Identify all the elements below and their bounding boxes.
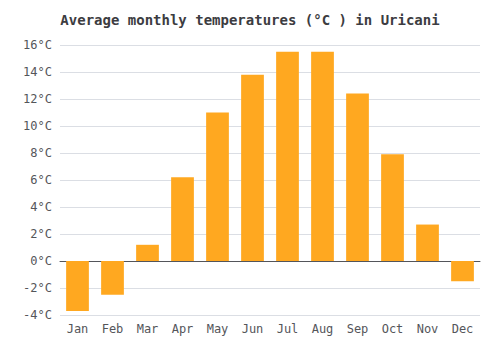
svg-text:10°C: 10°C (23, 119, 52, 133)
svg-text:Apr: Apr (172, 322, 194, 336)
svg-text:Nov: Nov (417, 322, 439, 336)
svg-text:Oct: Oct (382, 322, 404, 336)
svg-text:16°C: 16°C (23, 38, 52, 52)
svg-text:Jan: Jan (67, 322, 89, 336)
svg-text:Mar: Mar (137, 322, 159, 336)
svg-text:6°C: 6°C (30, 173, 52, 187)
svg-text:Jul: Jul (277, 322, 299, 336)
svg-text:Feb: Feb (102, 322, 124, 336)
svg-text:4°C: 4°C (30, 200, 52, 214)
svg-text:Aug: Aug (312, 322, 334, 336)
svg-text:12°C: 12°C (23, 92, 52, 106)
svg-text:May: May (207, 322, 229, 336)
svg-text:Dec: Dec (452, 322, 474, 336)
svg-text:8°C: 8°C (30, 146, 52, 160)
svg-text:2°C: 2°C (30, 227, 52, 241)
svg-text:-2°C: -2°C (23, 281, 52, 295)
svg-text:Average monthly temperatures (: Average monthly temperatures (°C ) in Ur… (60, 12, 439, 28)
svg-text:Jun: Jun (242, 322, 264, 336)
svg-text:14°C: 14°C (23, 65, 52, 79)
svg-text:0°C: 0°C (30, 254, 52, 268)
svg-text:-4°C: -4°C (23, 308, 52, 322)
svg-text:Sep: Sep (347, 322, 369, 336)
